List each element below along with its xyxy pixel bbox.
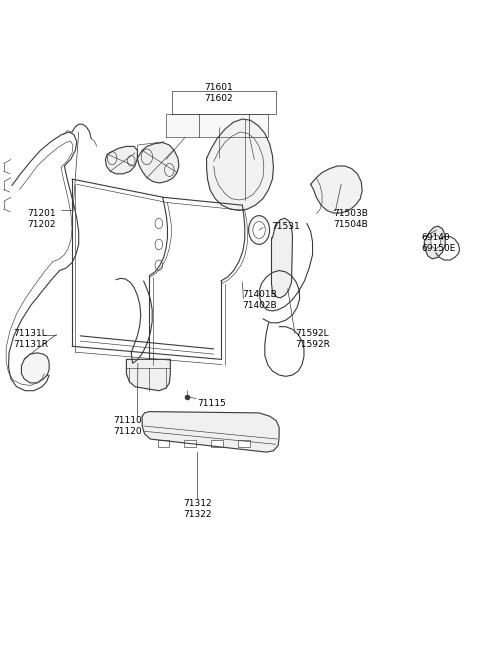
Polygon shape bbox=[172, 91, 276, 113]
Polygon shape bbox=[166, 113, 268, 137]
Text: 69140
69150E: 69140 69150E bbox=[421, 234, 456, 253]
Text: 71131L
71131R: 71131L 71131R bbox=[13, 329, 48, 349]
Text: 71312
71322: 71312 71322 bbox=[183, 499, 211, 519]
Bar bbox=[158, 440, 169, 447]
Polygon shape bbox=[272, 218, 292, 298]
Polygon shape bbox=[126, 359, 170, 391]
Circle shape bbox=[249, 216, 270, 245]
Circle shape bbox=[253, 222, 265, 239]
Text: 71115: 71115 bbox=[197, 399, 226, 407]
Text: 71592L
71592R: 71592L 71592R bbox=[295, 329, 330, 349]
Bar bbox=[211, 440, 223, 447]
Polygon shape bbox=[106, 146, 137, 174]
Text: 71401B
71402B: 71401B 71402B bbox=[242, 290, 277, 310]
Text: 71601
71602: 71601 71602 bbox=[204, 83, 233, 102]
Text: 71201
71202: 71201 71202 bbox=[28, 209, 56, 229]
Polygon shape bbox=[137, 142, 179, 183]
Circle shape bbox=[431, 236, 441, 249]
Polygon shape bbox=[311, 166, 362, 213]
Text: 71110
71120: 71110 71120 bbox=[114, 416, 142, 436]
Bar bbox=[184, 440, 196, 447]
Bar bbox=[238, 440, 250, 447]
Polygon shape bbox=[206, 119, 274, 211]
Polygon shape bbox=[142, 411, 279, 452]
Text: 71503B
71504B: 71503B 71504B bbox=[333, 209, 368, 229]
Polygon shape bbox=[22, 353, 49, 383]
Text: 71531: 71531 bbox=[271, 222, 300, 231]
Polygon shape bbox=[424, 226, 445, 258]
